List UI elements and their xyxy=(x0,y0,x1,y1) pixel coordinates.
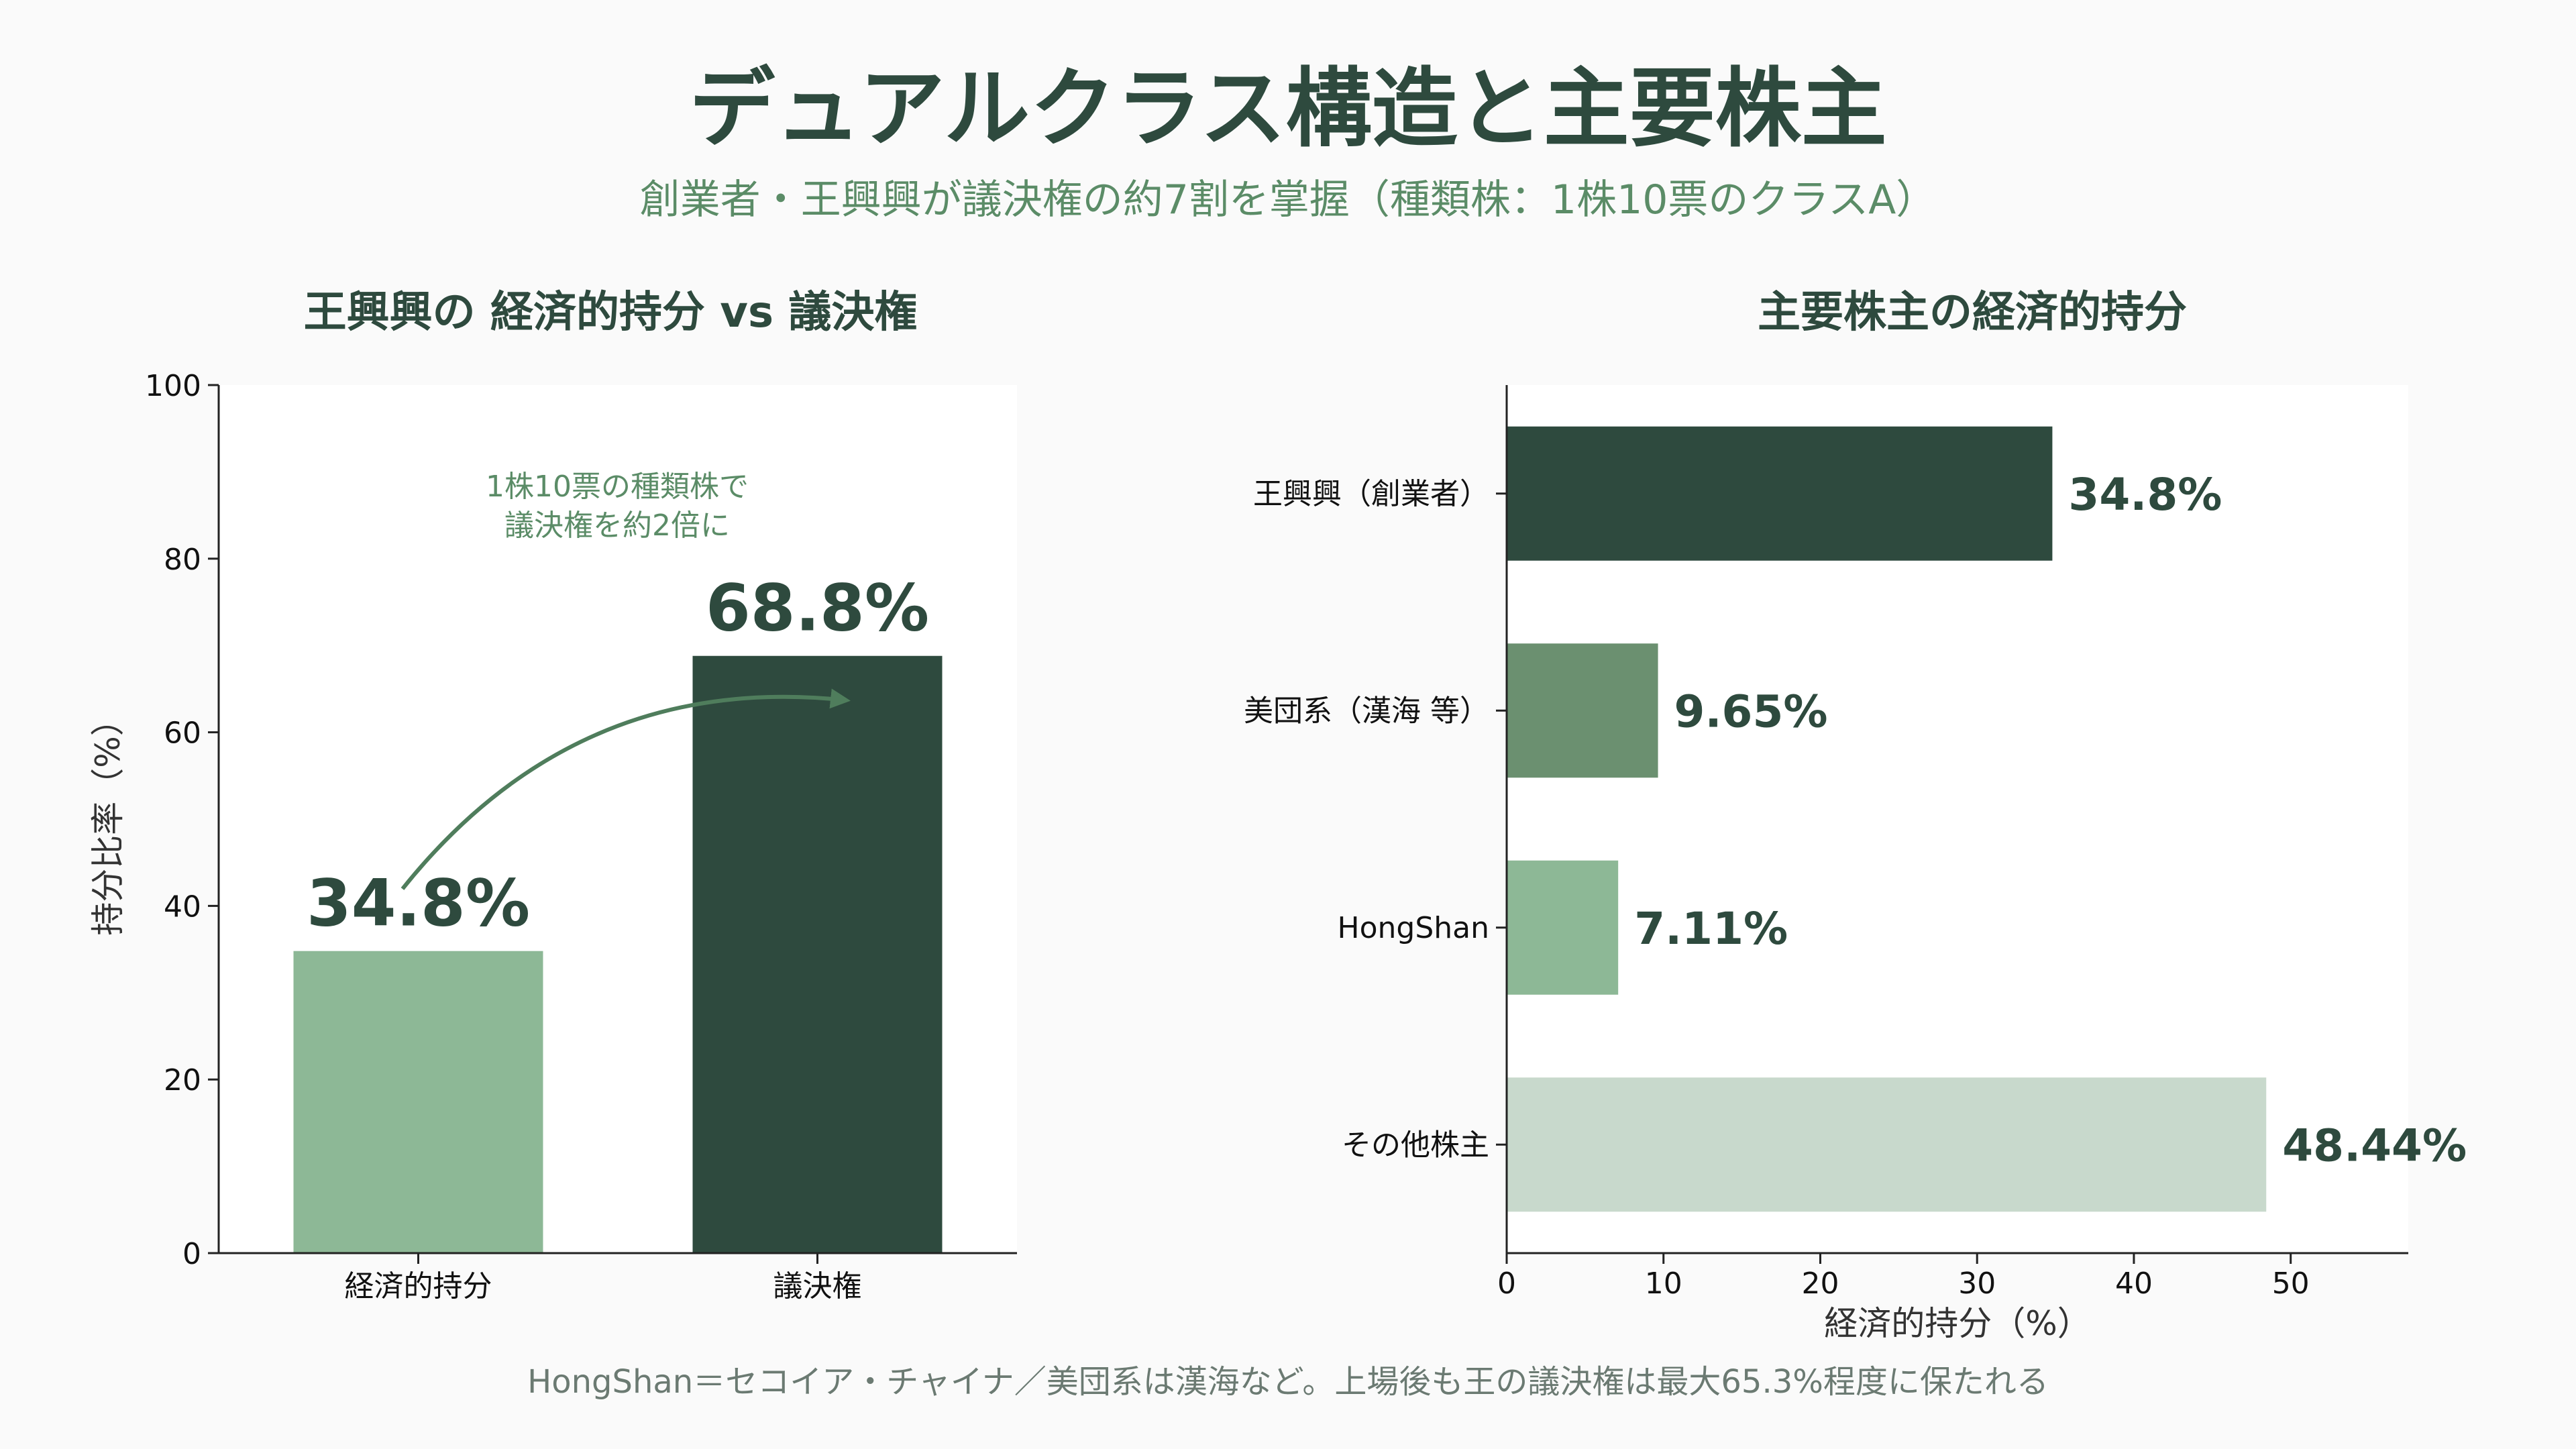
left-bar-value-label: 34.8% xyxy=(307,866,530,941)
right-chart-title: 主要株主の経済的持分 xyxy=(1758,288,2187,337)
right-x-axis-label: 経済的持分（%） xyxy=(1824,1304,2091,1343)
left-y-tick-label: 20 xyxy=(164,1063,201,1097)
left-bar-value-label: 68.8% xyxy=(706,571,929,646)
right-bar-value-label: 48.44% xyxy=(2282,1120,2467,1171)
left-y-tick-label: 40 xyxy=(164,890,201,924)
left-y-tick-label: 60 xyxy=(164,716,201,751)
annotation-line: 議決権を約2倍に xyxy=(504,508,730,543)
page-subtitle: 創業者・王興興が議決権の約7割を掌握（種類株：1株10票のクラスA） xyxy=(639,176,1937,223)
right-x-tick-label: 20 xyxy=(1801,1267,1839,1301)
left-bar xyxy=(293,951,543,1253)
annotation-line: 1株10票の種類株で xyxy=(486,470,749,504)
right-bar-value-label: 34.8% xyxy=(2068,469,2222,521)
left-bar-chart: 0 20 40 60 80 100 34.8% 経済的持分 68.8% 議決権 1株10票の種類… xyxy=(89,369,1017,1303)
right-bar xyxy=(1507,1077,2267,1212)
right-y-tick-label: 王興興（創業者） xyxy=(1253,477,1489,511)
right-x-tick-label: 50 xyxy=(2272,1267,2310,1301)
right-x-tick-label: 40 xyxy=(2115,1267,2153,1301)
right-bar xyxy=(1507,860,1619,995)
right-x-tick-label: 30 xyxy=(1958,1267,1996,1301)
left-annotation: 1株10票の種類株で議決権を約2倍に xyxy=(486,470,749,543)
left-y-tick-label: 0 xyxy=(182,1237,201,1271)
right-hbar-chart: 34.8% 王興興（創業者） 9.65% 美団系（漢海 等） 7.11% HongShan… xyxy=(1244,385,2467,1343)
right-bar-value-label: 7.11% xyxy=(1634,903,1788,955)
right-y-tick-label: その他株主 xyxy=(1342,1128,1489,1162)
right-x-tick-label: 0 xyxy=(1497,1267,1516,1301)
left-bar xyxy=(692,655,943,1253)
right-bar xyxy=(1507,643,1658,778)
footnote: HongShan＝セコイア・チャイナ／美団系は漢海など。上場後も王の議決権は最大… xyxy=(527,1363,2049,1401)
right-bar-value-label: 9.65% xyxy=(1674,686,1828,737)
right-x-tick-label: 10 xyxy=(1645,1267,1682,1301)
right-y-tick-label: 美団系（漢海 等） xyxy=(1244,694,1489,728)
left-y-axis-label: 持分比率（%） xyxy=(89,702,127,936)
left-y-tick-label: 100 xyxy=(145,369,201,403)
left-y-tick-label: 80 xyxy=(164,543,201,577)
right-bar xyxy=(1507,426,2053,561)
right-y-tick-label: HongShan xyxy=(1338,911,1490,945)
annotation-arrow xyxy=(400,688,851,890)
left-chart-title: 王興興の 経済的持分 vs 議決権 xyxy=(303,288,918,337)
page-title: デュアルクラス構造と主要株主 xyxy=(689,59,1887,159)
left-x-tick-label: 議決権 xyxy=(773,1269,862,1303)
left-x-tick-label: 経済的持分 xyxy=(345,1269,492,1303)
